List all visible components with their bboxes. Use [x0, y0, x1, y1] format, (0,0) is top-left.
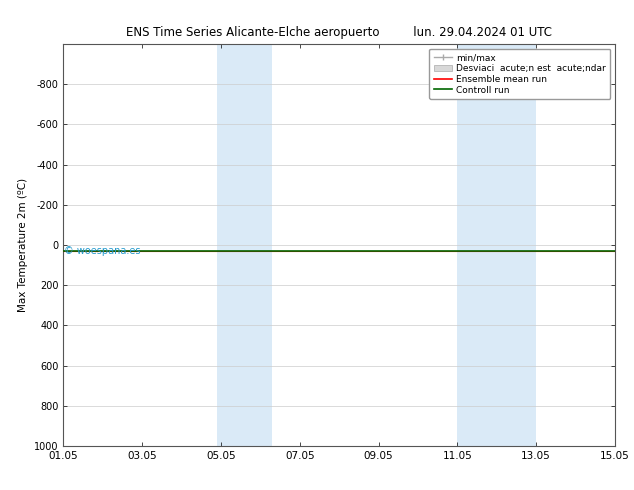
Bar	[457, 44, 485, 446]
Text: © woespana.es: © woespana.es	[64, 246, 141, 256]
Y-axis label: Max Temperature 2m (ºC): Max Temperature 2m (ºC)	[18, 178, 29, 312]
Bar	[217, 44, 249, 446]
Bar	[485, 44, 536, 446]
Legend: min/max, Desviaci  acute;n est  acute;ndar, Ensemble mean run, Controll run: min/max, Desviaci acute;n est acute;ndar…	[429, 49, 611, 99]
Bar	[249, 44, 272, 446]
Title: ENS Time Series Alicante-Elche aeropuerto         lun. 29.04.2024 01 UTC: ENS Time Series Alicante-Elche aeropuert…	[126, 26, 552, 39]
